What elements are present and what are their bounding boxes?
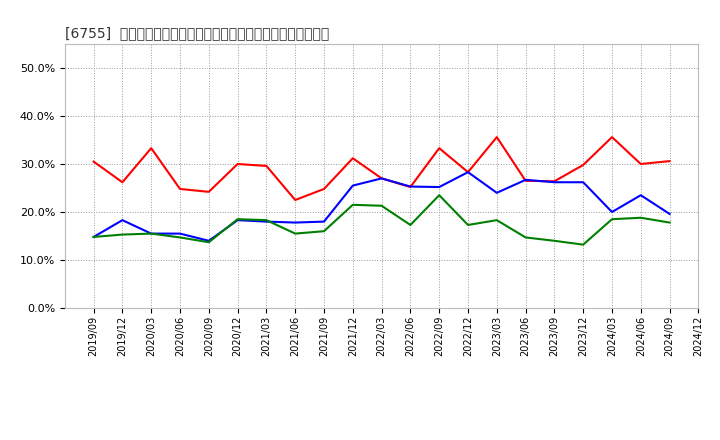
- 買入債務: [550, 238, 559, 243]
- 在庫: [204, 238, 213, 243]
- 在庫: [579, 180, 588, 185]
- 在庫: [550, 180, 559, 185]
- 買入債務: [579, 242, 588, 247]
- 売上債権: [118, 180, 127, 185]
- 買入債務: [204, 240, 213, 245]
- 売上債権: [89, 159, 98, 164]
- 買入債務: [118, 232, 127, 237]
- 在庫: [377, 176, 386, 181]
- 売上債権: [147, 146, 156, 151]
- 売上債権: [636, 161, 645, 167]
- 在庫: [665, 211, 674, 216]
- 売上債権: [348, 156, 357, 161]
- 買入債務: [521, 235, 530, 240]
- 買入債務: [377, 203, 386, 209]
- 売上債権: [291, 198, 300, 203]
- 買入債務: [233, 216, 242, 222]
- 在庫: [176, 231, 184, 236]
- 売上債権: [464, 169, 472, 175]
- 買入債務: [89, 235, 98, 240]
- 買入債務: [291, 231, 300, 236]
- Text: [6755]  売上債権、在庫、買入債務の総資産に対する比率の推移: [6755] 売上債権、在庫、買入債務の総資産に対する比率の推移: [65, 26, 329, 40]
- 売上債権: [550, 179, 559, 184]
- 売上債権: [176, 186, 184, 191]
- 買入債務: [636, 215, 645, 220]
- 売上債権: [608, 135, 616, 140]
- 在庫: [89, 235, 98, 240]
- 買入債務: [406, 222, 415, 227]
- 在庫: [262, 219, 271, 224]
- 買入債務: [665, 220, 674, 225]
- 売上債権: [262, 163, 271, 169]
- Line: 買入債務: 買入債務: [94, 195, 670, 245]
- 買入債務: [464, 222, 472, 227]
- 売上債権: [435, 146, 444, 151]
- 在庫: [320, 219, 328, 224]
- 買入債務: [492, 217, 501, 223]
- 売上債権: [665, 158, 674, 164]
- 買入債務: [147, 231, 156, 236]
- 在庫: [348, 183, 357, 188]
- 買入債務: [262, 217, 271, 223]
- 在庫: [492, 190, 501, 195]
- 売上債権: [492, 135, 501, 140]
- 売上債権: [579, 162, 588, 168]
- 買入債務: [176, 235, 184, 240]
- 売上債権: [320, 186, 328, 191]
- 在庫: [147, 231, 156, 236]
- 在庫: [233, 217, 242, 223]
- 買入債務: [608, 216, 616, 222]
- 在庫: [406, 184, 415, 189]
- Line: 売上債権: 売上債権: [94, 137, 670, 200]
- 在庫: [521, 177, 530, 183]
- Line: 在庫: 在庫: [94, 172, 670, 241]
- 在庫: [291, 220, 300, 225]
- 買入債務: [348, 202, 357, 207]
- 在庫: [118, 217, 127, 223]
- 在庫: [608, 209, 616, 215]
- 在庫: [464, 169, 472, 175]
- 売上債権: [377, 176, 386, 181]
- 売上債権: [204, 189, 213, 194]
- 買入債務: [435, 193, 444, 198]
- 買入債務: [320, 228, 328, 234]
- 在庫: [435, 184, 444, 190]
- 売上債権: [233, 161, 242, 167]
- 売上債権: [406, 184, 415, 190]
- 売上債権: [521, 178, 530, 183]
- 在庫: [636, 193, 645, 198]
